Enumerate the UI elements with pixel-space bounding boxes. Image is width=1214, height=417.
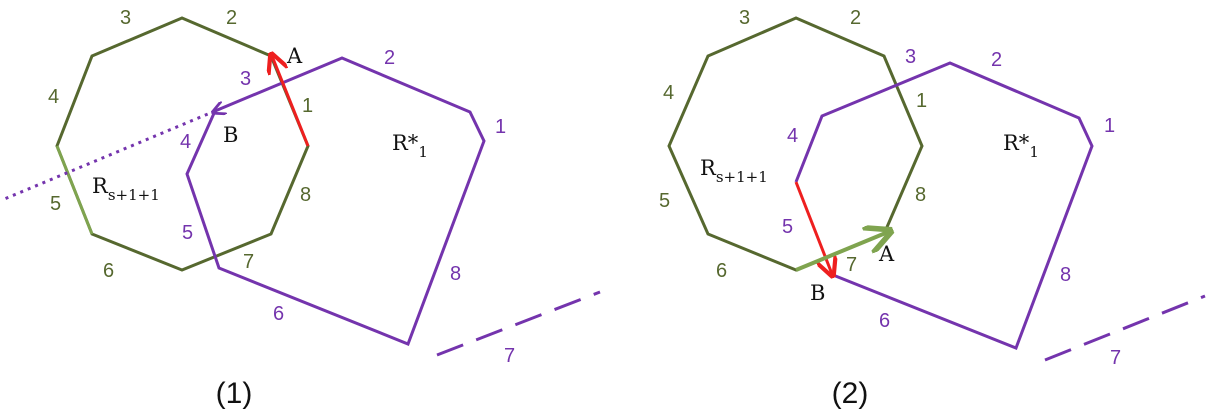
panel-1: 1 2 3 4 5 6 7 8 1 2 3 4 5 6 7 8 A B Rs+1… (1, 7, 601, 410)
purple-edge-label-5: 5 (782, 216, 793, 238)
caption-1: (1) (216, 377, 253, 410)
point-a-label: A (286, 44, 303, 68)
region-rstar-label: R*1 (392, 131, 428, 161)
green-edge-label-1: 1 (302, 95, 313, 117)
green-edge-label-3: 3 (120, 7, 131, 29)
purple-edge-label-1: 1 (1104, 115, 1115, 137)
green-edge-label-5: 5 (659, 190, 670, 212)
green-edge-label-1: 1 (916, 90, 927, 112)
green-edge-5-highlight (55, 145, 94, 235)
point-b-label: B (810, 281, 825, 305)
purple-edge-label-5: 5 (182, 222, 193, 244)
purple-dashed-edge-7 (1044, 294, 1206, 362)
purple-edge-label-2: 2 (991, 49, 1002, 71)
green-edge-label-6: 6 (103, 260, 114, 282)
green-edge-label-8: 8 (300, 184, 311, 206)
green-edge-label-4: 4 (663, 82, 674, 104)
purple-edge-label-4: 4 (180, 131, 191, 153)
point-b-label: B (223, 123, 238, 147)
region-rs-label: Rs+1+1 (700, 156, 768, 186)
green-edge-label-6: 6 (716, 260, 727, 282)
purple-edge-label-6: 6 (879, 310, 890, 332)
point-a-label: A (878, 242, 895, 266)
green-edge-label-2: 2 (226, 7, 237, 29)
purple-edge-label-7: 7 (1110, 347, 1121, 369)
purple-polygon (185, 56, 486, 346)
purple-edge-label-3: 3 (240, 68, 251, 90)
purple-dashed-edge-7 (436, 290, 601, 357)
purple-edge-label-2: 2 (384, 47, 395, 69)
red-arrow-to-b (794, 181, 832, 274)
region-rs-label: Rs+1+1 (92, 174, 160, 204)
dotted-extension-line (1, 109, 216, 202)
purple-polygon (794, 61, 1094, 350)
green-edge-label-4: 4 (48, 86, 59, 108)
green-arrow-to-a (795, 232, 888, 272)
purple-edge-label-8: 8 (1060, 264, 1071, 286)
purple-edge-label-6: 6 (273, 303, 284, 325)
purple-arrow-b (214, 104, 233, 112)
panel-2: 1 2 3 4 5 6 7 8 1 2 3 4 5 6 7 8 A B Rs+1… (659, 7, 1206, 410)
purple-edge-label-1: 1 (495, 116, 506, 138)
green-edge-label-5: 5 (50, 193, 61, 215)
green-edge-label-7: 7 (846, 254, 857, 276)
green-edge-label-2: 2 (850, 7, 861, 29)
region-rstar-label: R*1 (1003, 131, 1039, 161)
green-edge-label-7: 7 (243, 251, 254, 273)
purple-edge-label-4: 4 (787, 125, 798, 147)
red-arrow-to-a (272, 56, 310, 147)
caption-2: (2) (832, 377, 869, 410)
purple-edge-label-7: 7 (504, 345, 515, 367)
green-edge-label-3: 3 (739, 7, 750, 29)
purple-edge-label-8: 8 (450, 263, 461, 285)
purple-edge-label-3: 3 (905, 46, 916, 68)
green-edge-label-8: 8 (915, 184, 926, 206)
